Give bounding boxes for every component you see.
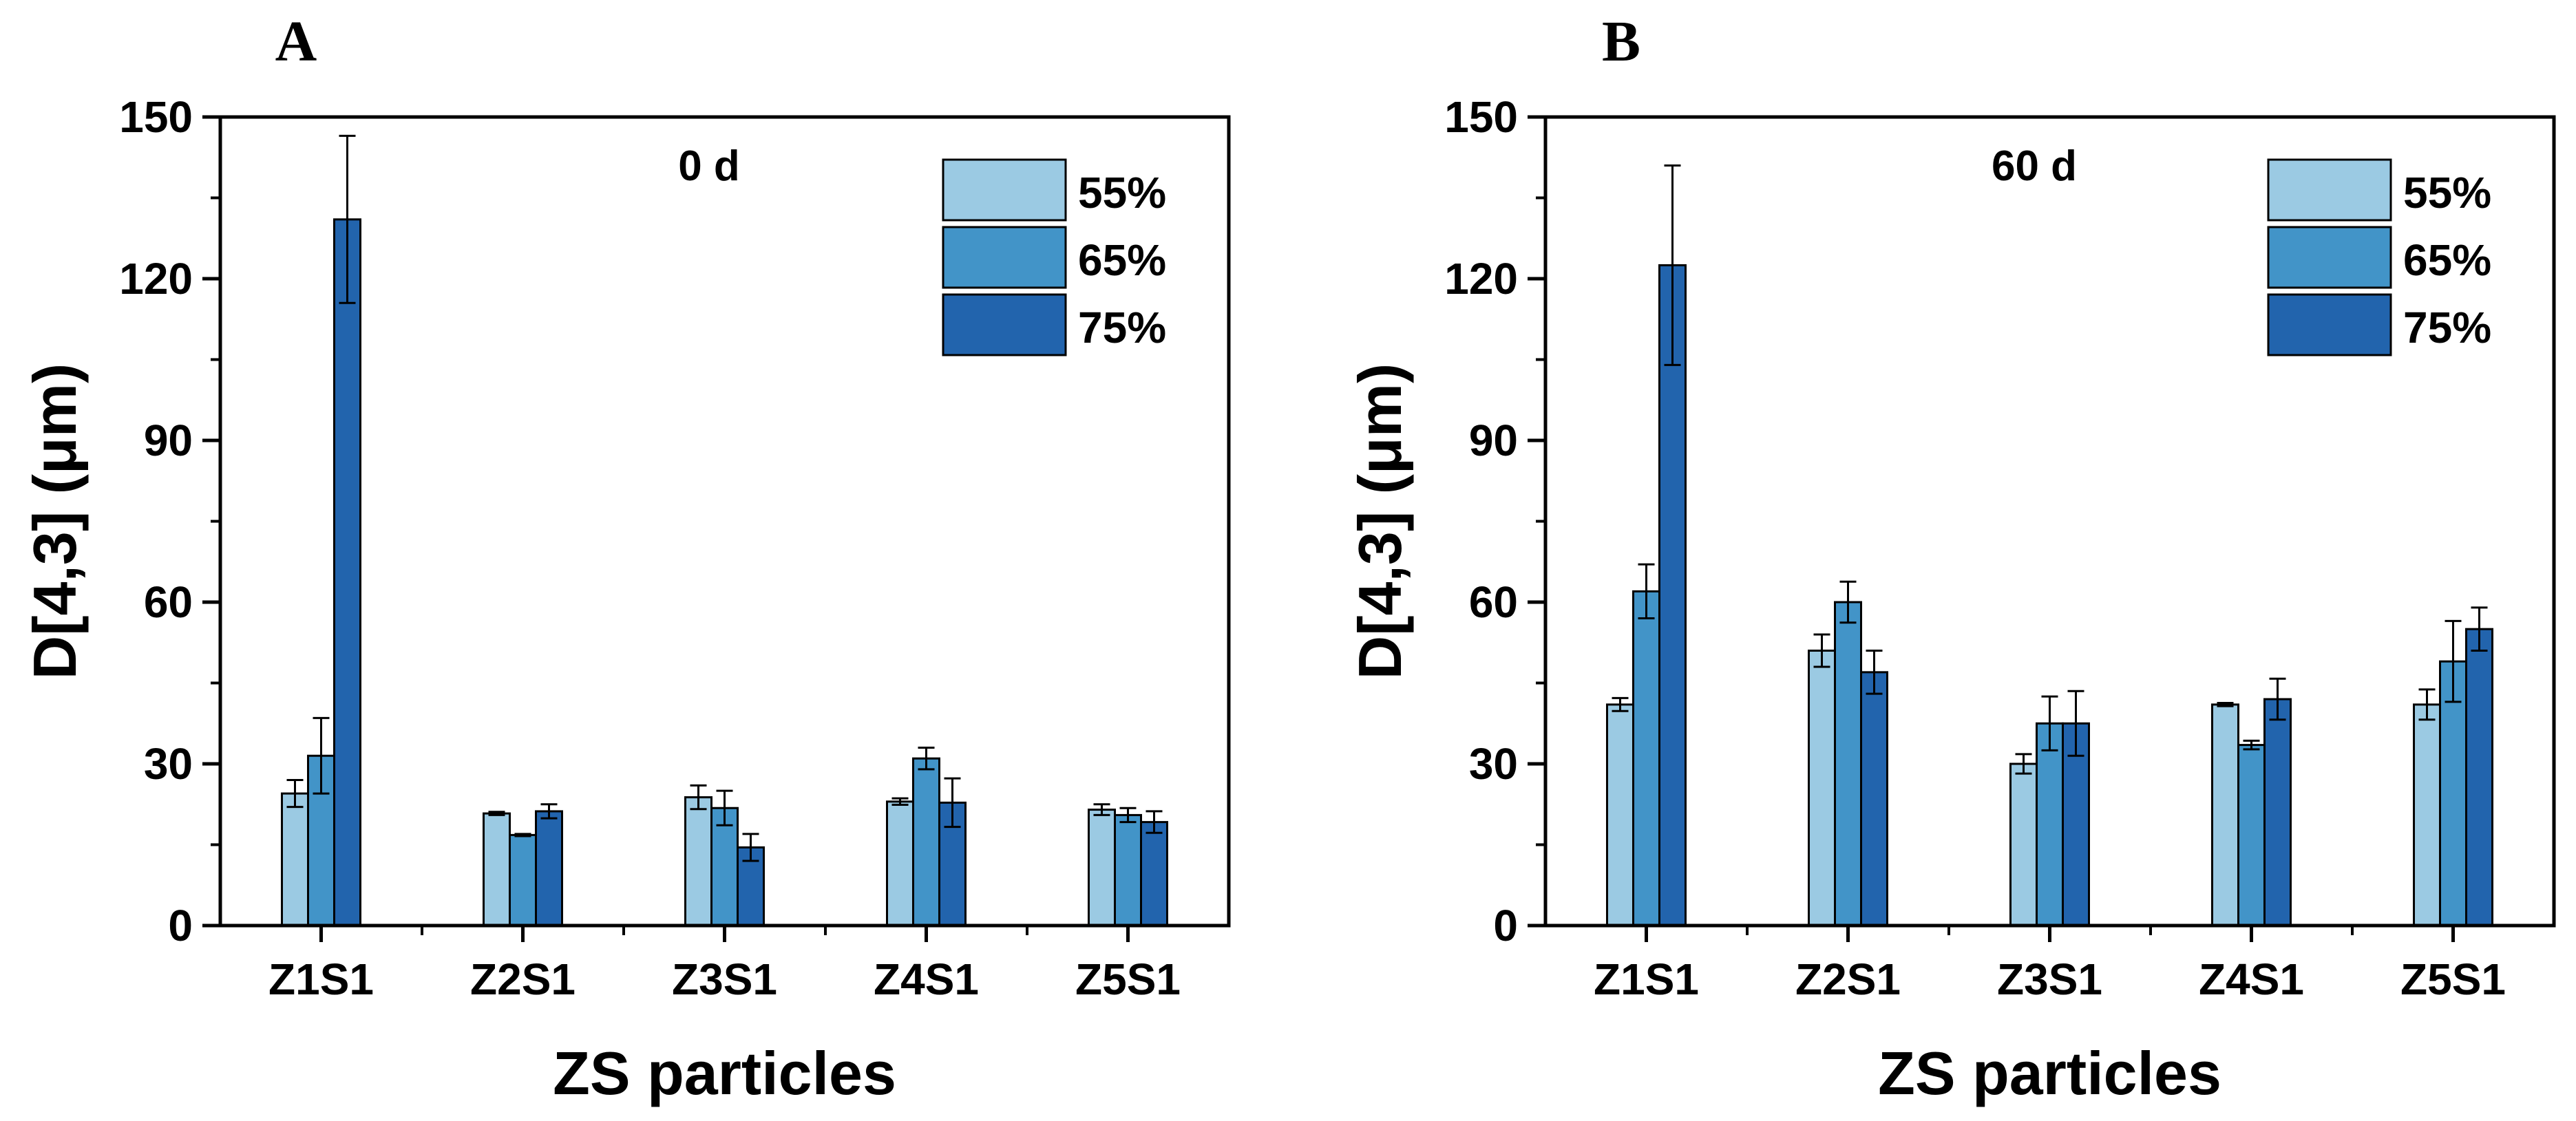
bar-z4s1-55pct: [886, 800, 914, 927]
legend-swatch-55pct: [942, 158, 1067, 222]
x-tick-label-z3s1: Z3S1: [672, 954, 777, 1004]
bar-z5s1-65pct: [1114, 813, 1142, 927]
legend-label: 55%: [2403, 168, 2491, 217]
x-axis-title: ZS particles: [553, 1039, 896, 1107]
bar-z2s1-55pct: [483, 812, 511, 927]
bar-z4s1-75pct: [2263, 698, 2292, 927]
x-tick-label-z3s1: Z3S1: [1997, 954, 2102, 1004]
y-tick-label: 120: [119, 254, 193, 303]
legend-swatch-65pct: [942, 226, 1067, 289]
legend-swatch-55pct: [2267, 158, 2392, 222]
y-tick-label: 150: [1444, 92, 1518, 142]
y-tick-label: 150: [119, 92, 193, 142]
bar-z3s1-55pct: [2009, 762, 2038, 927]
bar-z1s1-55pct: [281, 792, 309, 927]
bar-z3s1-55pct: [684, 796, 712, 927]
legend-label: 65%: [1078, 235, 1166, 285]
bar-z2s1-55pct: [1808, 650, 1836, 927]
y-tick-label: 30: [1469, 739, 1518, 789]
legend-label: 55%: [1078, 168, 1166, 217]
bar-z5s1-65pct: [2439, 660, 2467, 927]
x-tick-label-z2s1: Z2S1: [1795, 954, 1901, 1004]
y-axis-title: D[4,3] (μm): [21, 363, 89, 680]
legend-label: 75%: [1078, 303, 1166, 352]
y-tick-label: 90: [144, 416, 193, 465]
legend-swatch-75pct: [942, 293, 1067, 356]
bar-z4s1-65pct: [2237, 744, 2266, 927]
bar-z1s1-65pct: [1632, 590, 1660, 927]
panel-b: B 0 30 60 90 120 150 Z1S1 Z2S1 Z3S1 Z4S1 Z5S1 ZS par…: [1346, 10, 2556, 1107]
x-tick-label-z1s1: Z1S1: [1594, 954, 1699, 1004]
bar-z2s1-75pct: [1860, 671, 1888, 927]
bar-z1s1-75pct: [333, 218, 361, 927]
y-tick-label: 120: [1444, 254, 1518, 303]
time-annotation: 60 d: [1992, 142, 2077, 190]
panel-a: A 0 30 60 90 120 150 Z1S1 Z2S1 Z3S1 Z4S1 Z5S1 ZS par…: [21, 10, 1231, 1107]
x-tick-label-z5s1: Z5S1: [2400, 954, 2506, 1004]
x-tick-label-z1s1: Z1S1: [268, 954, 374, 1004]
bar-z2s1-75pct: [535, 810, 563, 927]
y-tick-label: 30: [144, 739, 193, 789]
legend-swatch-75pct: [2267, 293, 2392, 356]
x-tick-label-z4s1: Z4S1: [2199, 954, 2304, 1004]
legend-label: 65%: [2403, 235, 2491, 285]
bar-z1s1-55pct: [1606, 703, 1634, 927]
y-axis-title: D[4,3] (μm): [1346, 363, 1414, 680]
y-tick-label: 90: [1469, 416, 1518, 465]
bar-z5s1-55pct: [1088, 809, 1116, 927]
time-annotation: 0 d: [678, 142, 740, 190]
bar-z4s1-55pct: [2211, 703, 2239, 927]
bar-z2s1-65pct: [509, 833, 537, 927]
y-tick-label: 60: [144, 577, 193, 627]
x-tick-label-z2s1: Z2S1: [470, 954, 576, 1004]
bar-z4s1-65pct: [912, 757, 940, 927]
x-axis-title: ZS particles: [1878, 1039, 2221, 1107]
legend-swatch-65pct: [2267, 226, 2392, 289]
bar-z5s1-55pct: [2413, 703, 2441, 927]
bar-z5s1-75pct: [1140, 821, 1168, 927]
panel-letter: B: [1602, 10, 1640, 74]
y-tick-label: 60: [1469, 577, 1518, 627]
bar-z2s1-65pct: [1834, 601, 1862, 927]
bar-z5s1-75pct: [2465, 628, 2493, 927]
panel-letter: A: [275, 10, 317, 74]
x-tick-label-z4s1: Z4S1: [874, 954, 979, 1004]
x-tick-label-z5s1: Z5S1: [1075, 954, 1181, 1004]
y-tick-label: 0: [168, 901, 193, 950]
legend-label: 75%: [2403, 303, 2491, 352]
bar-z3s1-65pct: [2036, 722, 2064, 927]
y-tick-label: 0: [1493, 901, 1518, 950]
